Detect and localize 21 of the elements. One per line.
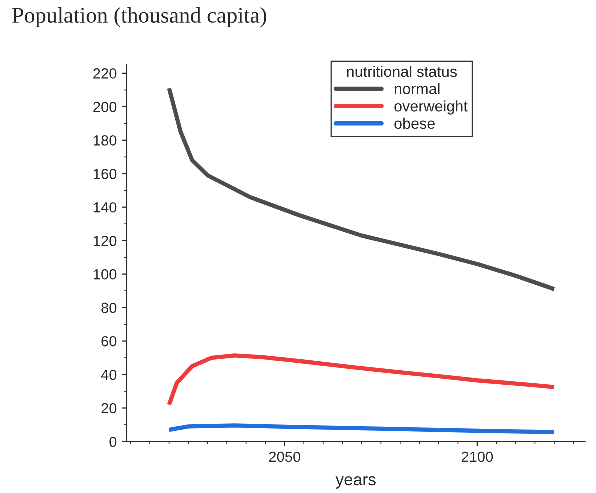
y-tick-label: 80 xyxy=(102,302,117,314)
y-tick-label: 0 xyxy=(110,436,117,448)
y-tick-label: 140 xyxy=(94,202,117,213)
legend-title: nutritional status xyxy=(347,66,458,78)
legend-label: overweight xyxy=(394,100,468,115)
legend-label: obese xyxy=(394,118,435,130)
y-tick-label: 220 xyxy=(94,68,117,79)
y-tick-label: 60 xyxy=(102,336,117,347)
chart-title: Population (thousand capita) xyxy=(12,7,266,28)
y-tick-label: 200 xyxy=(94,102,117,112)
x-axis-title: years xyxy=(336,476,376,489)
legend-label: normal xyxy=(395,83,440,95)
y-tick-label: 20 xyxy=(102,403,117,414)
y-tick-label: 160 xyxy=(94,168,117,180)
x-tick-label: 2050 xyxy=(269,452,301,462)
x-tick-label: 2100 xyxy=(462,452,494,462)
y-tick-label: 40 xyxy=(101,370,117,380)
y-tick-label: 100 xyxy=(94,269,117,280)
line-series xyxy=(167,354,557,407)
y-tick-label: 120 xyxy=(94,236,117,246)
y-tick-label: 180 xyxy=(94,136,117,146)
